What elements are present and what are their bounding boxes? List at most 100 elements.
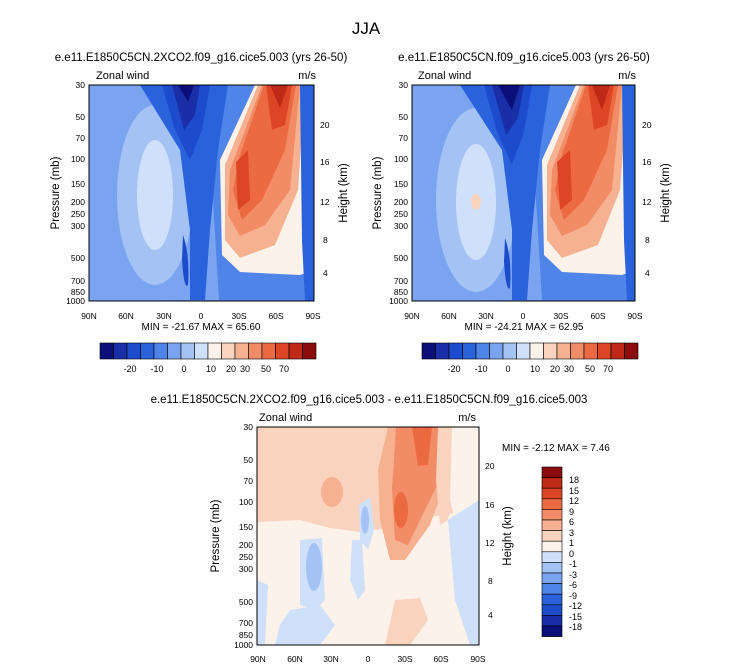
contour-band — [460, 85, 550, 300]
x-tick: 0 — [366, 654, 371, 664]
contour-band — [504, 238, 511, 289]
x-tick: 30N — [478, 311, 494, 321]
contour-band — [557, 150, 572, 210]
y-tick: 200 — [239, 540, 253, 550]
x-tick: 0 — [521, 311, 526, 321]
colorbar-swatch — [541, 509, 563, 521]
colorbar-swatch — [435, 342, 450, 360]
panel-3-y-ticks: 30 50 70 100 150 200 250 300 500 700 850… — [234, 422, 253, 650]
x-tick: 90N — [250, 654, 266, 664]
panel-3-title: e.e11.E1850C5CN.2XCO2.f09_g16.cice5.003 … — [151, 394, 588, 406]
contour-band — [172, 85, 200, 130]
panel-2-y-ticks: 30 50 70 100 150 200 250 300 500 700 850… — [389, 80, 408, 306]
colorbar-label: 70 — [279, 364, 289, 374]
contour-band — [471, 194, 481, 210]
contour-band — [385, 598, 428, 645]
x-tick: 60S — [268, 311, 283, 321]
y-tick: 100 — [394, 154, 408, 164]
panel-3-field — [257, 427, 479, 645]
panel-3-left-label: Zonal wind — [259, 412, 312, 424]
height-tick: 12 — [320, 197, 330, 207]
y-tick: 700 — [394, 276, 408, 286]
colorbar-swatch — [541, 551, 563, 563]
y-tick: 100 — [71, 154, 85, 164]
y-tick: 1000 — [66, 296, 85, 306]
colorbar-3-labels: 18 15 12 9 6 3 1 0 -1 -3 -6 -9 -12 -15 -… — [569, 475, 582, 632]
colorbar-label: 30 — [564, 364, 574, 374]
height-tick: 8 — [488, 576, 493, 586]
contour-band — [306, 543, 322, 591]
height-tick: 4 — [488, 610, 493, 620]
panel-2: e.e11.E1850C5CN.f09_g16.cice5.003 (yrs 2… — [372, 52, 672, 333]
panel-2-units: m/s — [618, 70, 636, 82]
colorbar-3 — [541, 466, 563, 637]
y-tick: 250 — [239, 552, 253, 562]
panel-1-ylabel: Pressure (mb) — [50, 156, 62, 229]
y-tick: 500 — [239, 597, 253, 607]
page-title: JJA — [352, 19, 381, 38]
y-tick: 100 — [239, 497, 253, 507]
panel-2-left-label: Zonal wind — [418, 70, 471, 82]
contour-band — [137, 140, 173, 250]
colorbar-swatch — [421, 342, 436, 360]
panel-2-frame — [411, 84, 636, 302]
colorbar-swatch — [140, 342, 155, 360]
height-tick: 8 — [645, 235, 650, 245]
x-tick: 0 — [199, 311, 204, 321]
y-tick: 250 — [71, 209, 85, 219]
colorbar-label: 10 — [206, 364, 216, 374]
colorbar-swatch — [261, 342, 276, 360]
y-tick: 500 — [394, 253, 408, 263]
colorbar-swatch — [153, 342, 168, 360]
y-tick: 200 — [71, 197, 85, 207]
y-tick: 300 — [239, 564, 253, 574]
contour-band — [275, 605, 335, 645]
colorbar-label: -1 — [569, 559, 577, 569]
colorbar-label: -15 — [569, 612, 582, 622]
panel-1-title: e.e11.E1850C5CN.2XCO2.f09_g16.cice5.003 … — [55, 52, 348, 64]
colorbar-swatch — [99, 342, 114, 360]
x-tick: 90N — [404, 311, 420, 321]
colorbar-label: 9 — [569, 507, 574, 517]
x-tick: 90S — [470, 654, 485, 664]
contour-band — [178, 85, 194, 102]
height-tick: 20 — [485, 461, 495, 471]
colorbar-swatch — [302, 342, 317, 360]
x-tick: 30S — [231, 311, 246, 321]
colorbar-swatch — [543, 342, 558, 360]
panel-1-stats: MIN = -21.67 MAX = 65.60 — [142, 322, 261, 333]
y-tick: 50 — [399, 112, 409, 122]
colorbar-swatch — [489, 342, 504, 360]
panel-2-ylabel-right: Height (km) — [660, 163, 672, 223]
colorbar-swatch — [541, 625, 563, 637]
colorbar-swatch — [541, 498, 563, 510]
panel-2-height-ticks: 20 16 12 8 4 — [642, 120, 652, 278]
y-tick: 700 — [239, 618, 253, 628]
colorbar-swatch — [462, 342, 477, 360]
y-tick: 70 — [244, 476, 254, 486]
x-tick: 60N — [441, 311, 457, 321]
panel-3-x-ticks: 90N 60N 30N 0 30S 60S 90S — [250, 654, 486, 664]
y-tick: 850 — [71, 287, 85, 297]
colorbar-1-labels: -20 -10 0 10 20 30 50 70 — [123, 364, 289, 374]
colorbar-label: -10 — [150, 364, 163, 374]
height-tick: 4 — [323, 268, 328, 278]
height-tick: 12 — [642, 197, 652, 207]
y-tick: 150 — [239, 522, 253, 532]
colorbar-label: 3 — [569, 528, 574, 538]
panel-1: e.e11.E1850C5CN.2XCO2.f09_g16.cice5.003 … — [50, 52, 350, 333]
y-tick: 50 — [244, 455, 254, 465]
y-tick: 30 — [76, 80, 86, 90]
colorbar-swatch — [516, 342, 531, 360]
contour-band — [182, 235, 189, 286]
contour-band — [140, 85, 228, 300]
height-tick: 12 — [485, 538, 495, 548]
colorbar-label: -10 — [474, 364, 487, 374]
colorbar-swatch — [113, 342, 128, 360]
panel-2-stats: MIN = -24.21 MAX = 62.95 — [465, 322, 584, 333]
panel-1-left-label: Zonal wind — [96, 70, 149, 82]
colorbar-label: 12 — [569, 496, 579, 506]
panel-3-height-ticks: 20 16 12 8 4 — [485, 461, 495, 620]
colorbar-swatch — [180, 342, 195, 360]
contour-band — [270, 85, 288, 108]
